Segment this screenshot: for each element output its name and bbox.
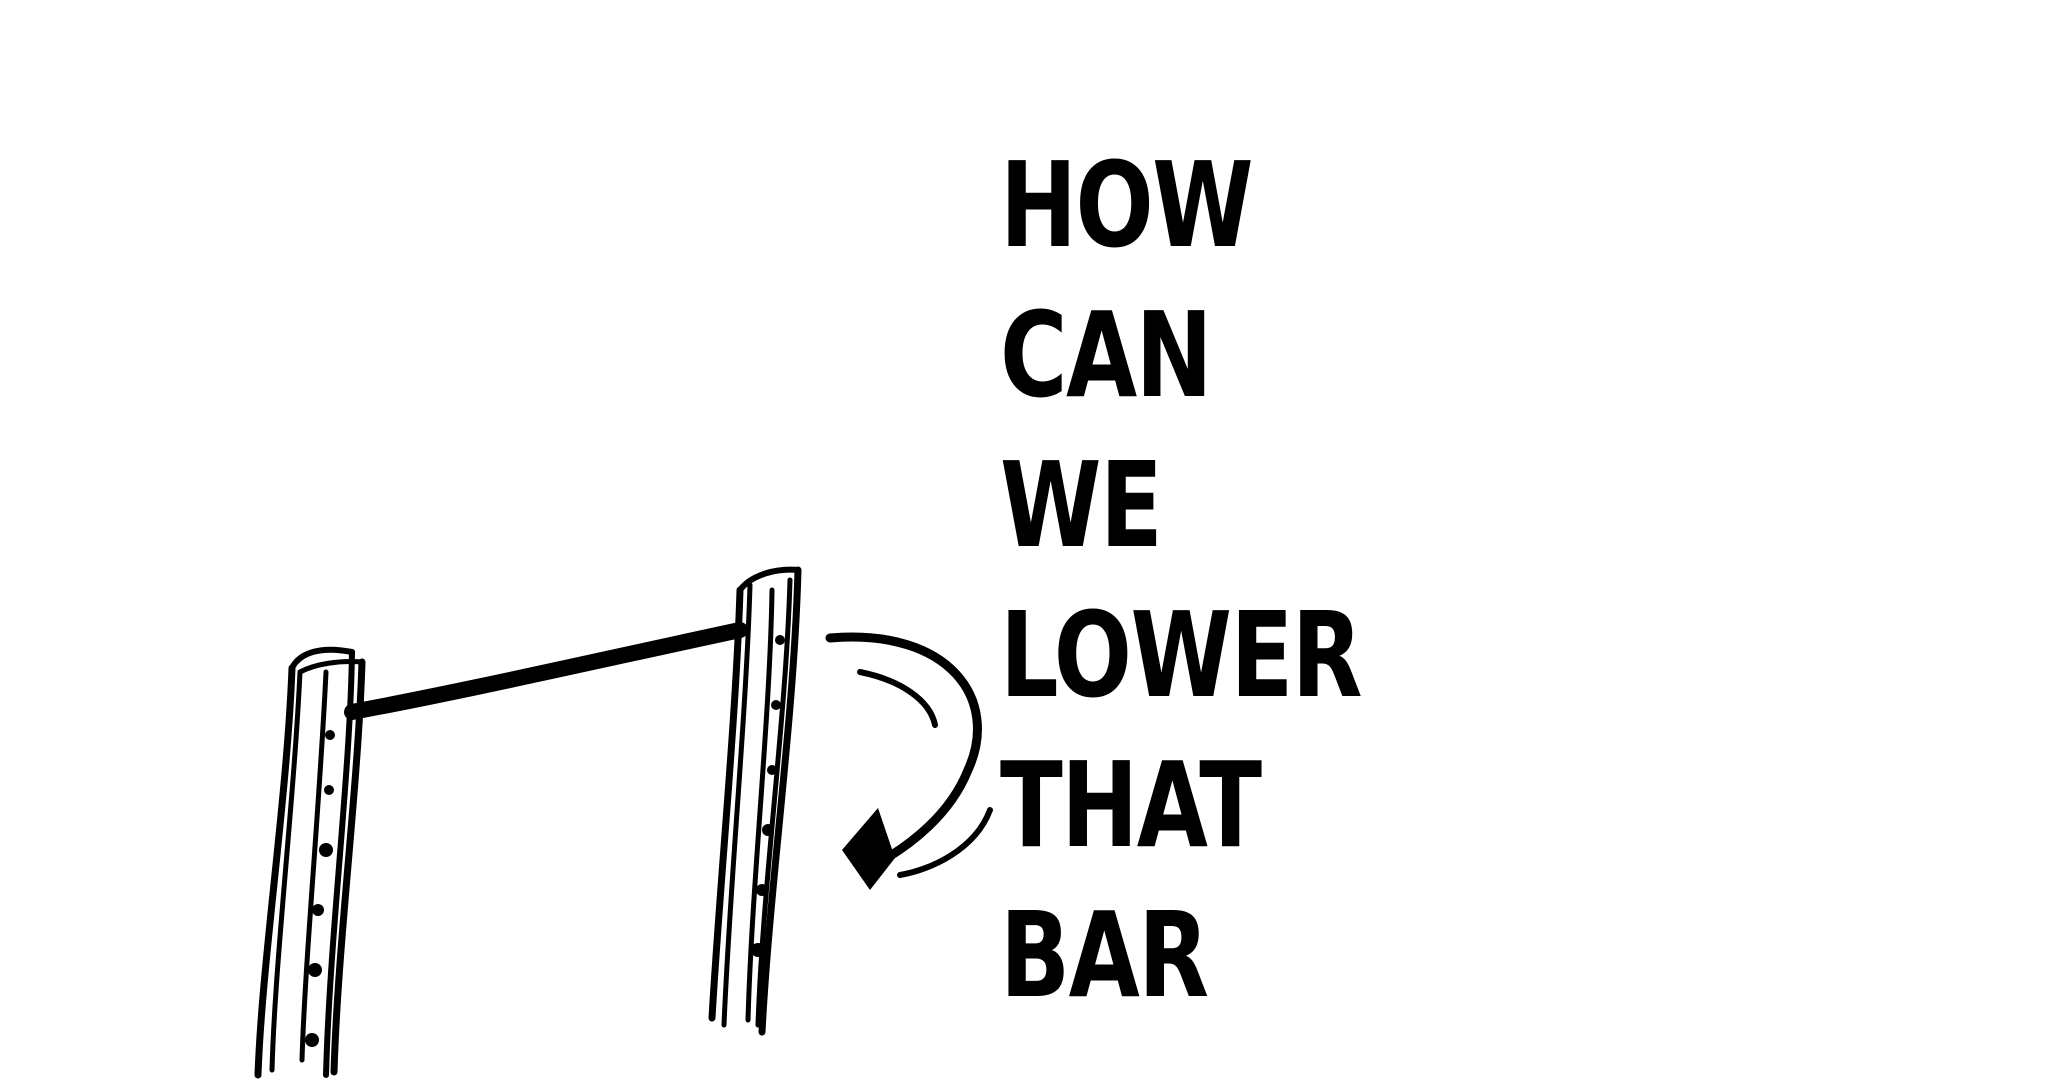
curved-arrow [825, 632, 993, 890]
caption-line-6: BAR [1000, 886, 1209, 1024]
caption-line-2: CAN [1000, 286, 1213, 424]
sketch-caption: HOW CAN WE LOWER THAT BAR [1000, 130, 1363, 1030]
right-post [708, 566, 802, 1036]
bar [344, 622, 748, 720]
caption-line-1: HOW [1000, 136, 1254, 274]
caption-line-3: WE [1000, 436, 1163, 574]
caption-line-4: LOWER [1000, 586, 1363, 724]
caption-line-5: THAT [1000, 736, 1262, 874]
